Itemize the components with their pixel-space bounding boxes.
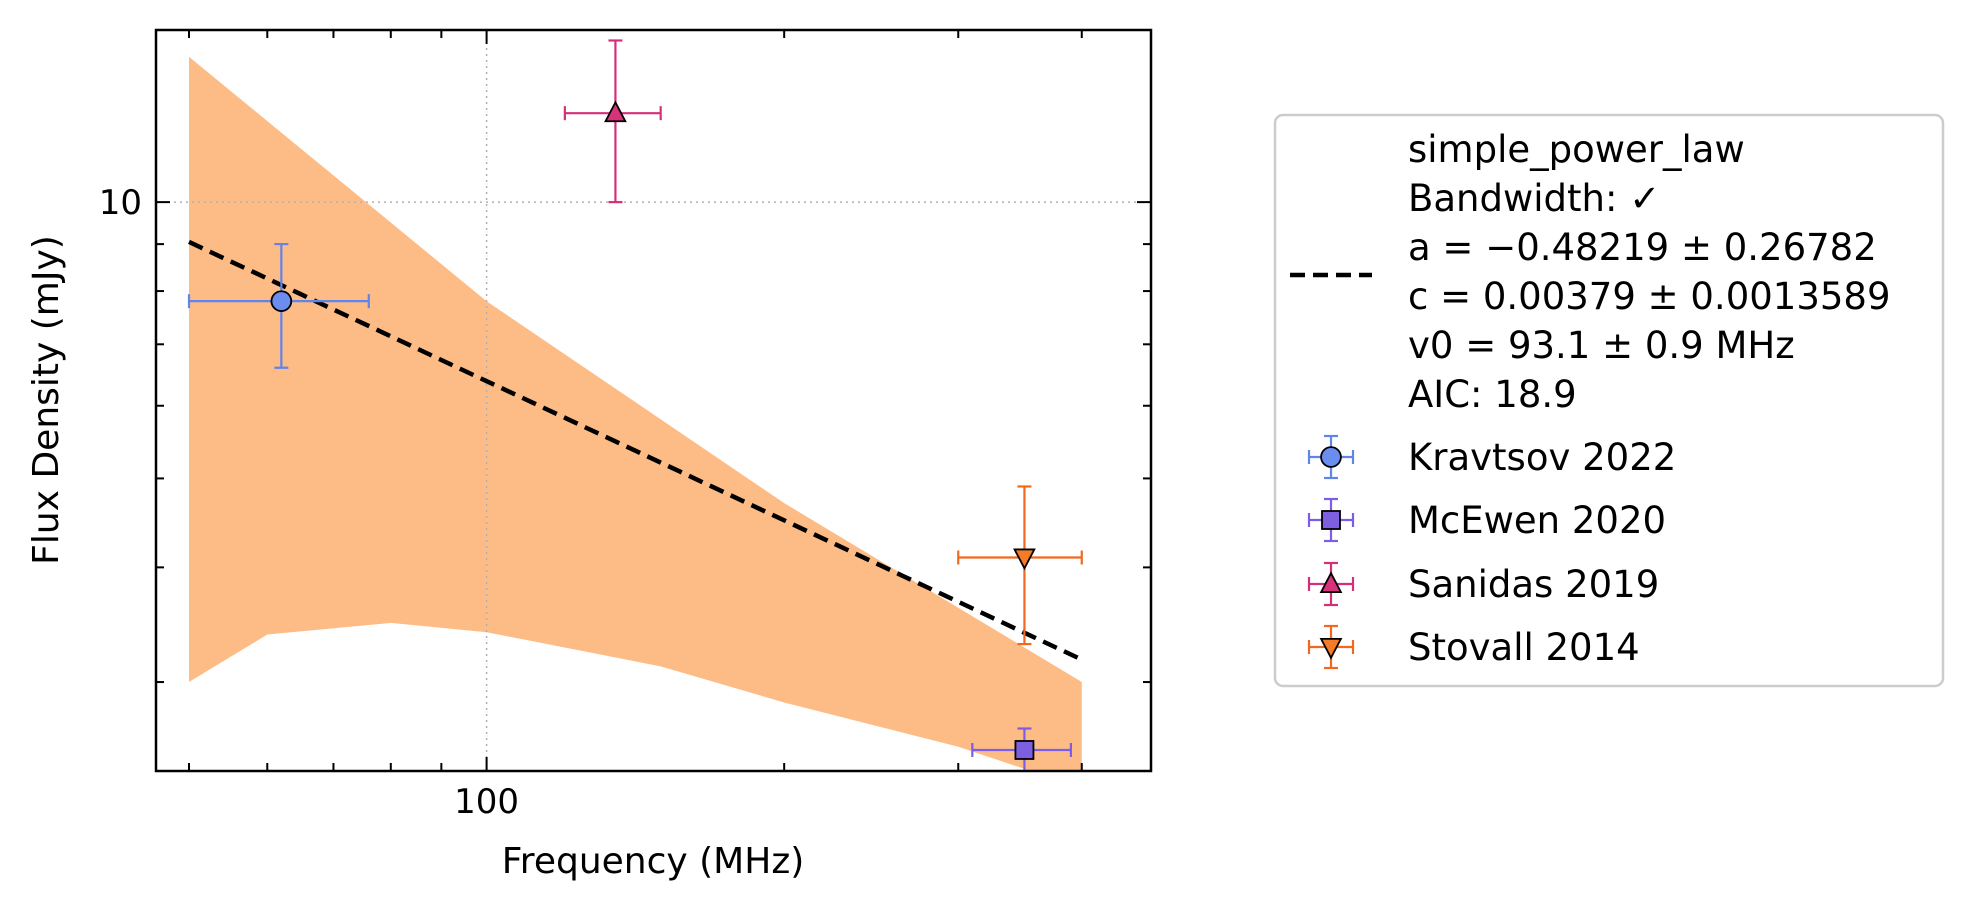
legend-label-sanidas: Sanidas 2019 bbox=[1408, 563, 1659, 606]
data-point-marker bbox=[1013, 548, 1036, 571]
data-point-marker bbox=[604, 100, 627, 123]
confidence-band bbox=[189, 56, 1082, 771]
x-axis-label: Frequency (MHz) bbox=[502, 841, 805, 882]
legend-fit-line-3: a = −0.48219 ± 0.26782 bbox=[1408, 226, 1877, 269]
legend-marker bbox=[1320, 446, 1342, 468]
data-point-marker bbox=[270, 290, 293, 312]
data-series bbox=[187, 39, 1083, 771]
y-axis-label: Flux Density (mJy) bbox=[26, 235, 67, 565]
legend-frame bbox=[1273, 113, 1945, 688]
grid-lines bbox=[156, 30, 1151, 771]
legend-fit-line-6: AIC: 18.9 bbox=[1408, 373, 1577, 416]
legend-fit-line-1: simple_power_law bbox=[1408, 128, 1745, 171]
legend-label-stovall: Stovall 2014 bbox=[1408, 626, 1640, 669]
fit-line bbox=[188, 239, 1083, 662]
legend-label-kravtsov: Kravtsov 2022 bbox=[1408, 436, 1676, 479]
legend-entries bbox=[1307, 434, 1355, 670]
legend-marker bbox=[1319, 638, 1343, 660]
legend-label-mcewen: McEwen 2020 bbox=[1408, 499, 1666, 542]
plot-frame bbox=[154, 28, 1153, 773]
y-tick-label: 10 bbox=[99, 183, 142, 223]
legend-marker bbox=[1319, 571, 1343, 593]
legend-marker bbox=[1321, 510, 1341, 530]
legend-fit-line-5: v0 = 93.1 ± 0.9 MHz bbox=[1408, 324, 1795, 367]
legend-fit-line-2: Bandwidth: ✓ bbox=[1408, 177, 1660, 220]
x-tick-label: 100 bbox=[454, 782, 519, 822]
legend: simple_power_law Bandwidth: ✓ a = −0.482… bbox=[1273, 113, 1945, 688]
axis-ticks: 100 10 bbox=[99, 30, 1151, 822]
plot-area bbox=[156, 30, 1151, 771]
data-point-marker bbox=[1014, 740, 1035, 760]
legend-fit-line-4: c = 0.00379 ± 0.0013589 bbox=[1408, 275, 1890, 318]
